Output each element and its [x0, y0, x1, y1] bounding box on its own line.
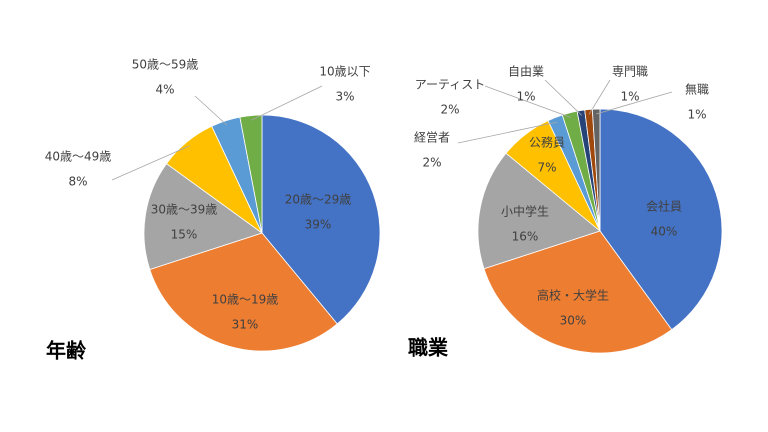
slice-label: 無職: [685, 82, 709, 97]
value-label: 16%: [512, 230, 539, 244]
slice-label: 20歳～29歳: [285, 193, 352, 207]
slice-label: 50歳～59歳: [132, 58, 199, 72]
leader-line: [588, 79, 611, 115]
slice-label: 会社員: [646, 199, 682, 214]
value-label: 39%: [305, 218, 332, 232]
value-label: 2%: [422, 156, 441, 170]
pie-slice: [261, 114, 381, 325]
slice-label: 自由業: [508, 65, 544, 79]
pie-slice: [143, 163, 263, 270]
slice-label: 30歳～39歳: [151, 203, 218, 217]
value-label: 31%: [232, 318, 259, 332]
slice-label: 高校・大学生: [537, 288, 609, 303]
slice-label: アーティスト: [415, 78, 486, 92]
slice-label: 専門職: [612, 65, 648, 79]
value-label: 30%: [560, 314, 587, 328]
chart-title: 職業: [408, 336, 449, 360]
value-label: 3%: [335, 90, 354, 104]
slice-label: 10歳以下: [319, 65, 370, 79]
pie-slice: [149, 232, 338, 352]
value-label: 8%: [68, 175, 87, 189]
value-label: 1%: [620, 90, 639, 104]
slice-label: 小中学生: [501, 204, 549, 219]
leader-line: [596, 91, 673, 115]
pie-slice: [599, 108, 723, 331]
leader-line: [544, 79, 582, 116]
pie-slice: [591, 108, 601, 232]
leader-line: [457, 121, 557, 144]
slice-label: 公務員: [529, 136, 565, 150]
slice-label: 経営者: [414, 131, 450, 145]
leader-line: [111, 145, 190, 181]
leader-line: [194, 95, 228, 126]
leader-line: [251, 85, 323, 121]
value-label: 40%: [651, 225, 678, 239]
value-label: 7%: [537, 161, 556, 175]
value-label: 1%: [516, 90, 535, 104]
leader-line: [484, 85, 572, 118]
slice-label: 40歳～49歳: [45, 150, 112, 164]
pie-slice: [477, 152, 601, 270]
value-label: 15%: [171, 228, 198, 242]
chart-title: 年齢: [46, 339, 87, 363]
slice-label: 10歳～19歳: [212, 293, 279, 307]
value-label: 2%: [440, 103, 459, 117]
pie-slice: [483, 230, 673, 354]
value-label: 1%: [687, 108, 706, 122]
value-label: 4%: [155, 83, 174, 97]
